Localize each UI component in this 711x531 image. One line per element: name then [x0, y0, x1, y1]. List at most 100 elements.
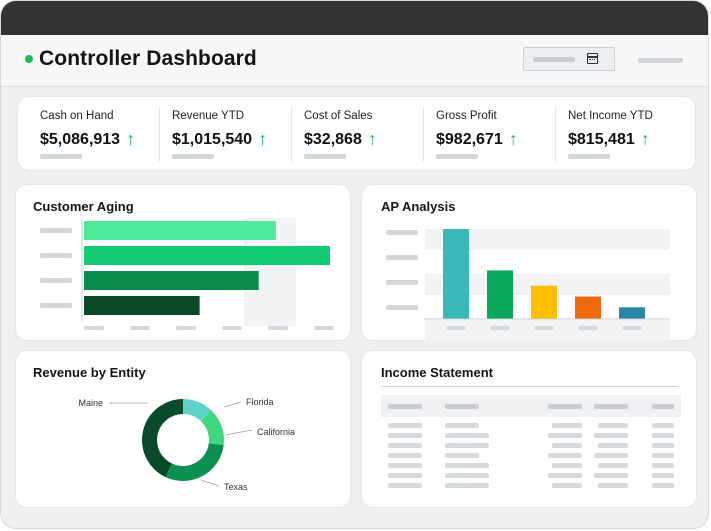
kpi-divider: [423, 107, 424, 162]
kpi-label: Cost of Sales: [304, 110, 373, 122]
table-cell-placeholder: [388, 463, 422, 468]
y-tick-label-placeholder: [386, 230, 418, 235]
x-tick-label-placeholder: [446, 326, 466, 330]
table-cell-placeholder: [598, 483, 628, 488]
kpi-subtext-placeholder: [436, 154, 478, 159]
table-cell-placeholder: [552, 443, 582, 448]
category-label-placeholder: [40, 278, 72, 283]
table-cell-placeholder: [598, 423, 628, 428]
kpi-divider: [159, 107, 160, 162]
trend-up-icon: ↑: [126, 129, 136, 149]
y-tick-label-placeholder: [386, 255, 418, 260]
category-label-placeholder: [40, 303, 72, 308]
slice-label: California: [257, 427, 295, 437]
slice-label: Texas: [224, 482, 248, 492]
kpi-cost-of-sales[interactable]: Cost of Sales $32,868 ↑: [282, 97, 414, 172]
table-cell-placeholder: [445, 443, 489, 448]
kpi-revenue-ytd[interactable]: Revenue YTD $1,015,540 ↑: [150, 97, 282, 172]
date-picker-value-placeholder: [533, 57, 575, 62]
table-cell-placeholder: [598, 443, 628, 448]
dashboard-header: Controller Dashboard: [1, 35, 708, 87]
trend-up-icon: ↑: [367, 129, 377, 149]
table-top-rule: [381, 386, 679, 387]
table-cell-placeholder: [548, 433, 582, 438]
window-top-bar: [1, 1, 708, 35]
table-cell-placeholder: [594, 433, 628, 438]
x-tick-label-placeholder: [222, 326, 242, 330]
header-menu-placeholder[interactable]: [638, 58, 683, 63]
x-tick-label-placeholder: [490, 326, 510, 330]
leader-line: [223, 401, 242, 408]
kpi-gross-profit[interactable]: Gross Profit $982,671 ↑: [414, 97, 546, 172]
ap-bar: [619, 307, 645, 319]
table-cell-placeholder: [445, 483, 489, 488]
date-picker[interactable]: [523, 47, 615, 71]
table-header-placeholder: [652, 404, 674, 409]
revenue-by-entity-card: Revenue by Entity Florida California Texas…: [15, 350, 351, 508]
leader-line: [200, 479, 220, 487]
table-cell-placeholder: [594, 453, 628, 458]
table-cell-placeholder: [445, 433, 489, 438]
x-tick-label-placeholder: [534, 326, 554, 330]
table-cell-placeholder: [652, 463, 674, 468]
table-cell-placeholder: [445, 423, 479, 428]
table-cell-placeholder: [388, 473, 422, 478]
trend-up-icon: ↑: [508, 129, 518, 149]
calendar-icon[interactable]: [587, 53, 598, 64]
table-cell-placeholder: [548, 473, 582, 478]
aging-bar: [84, 221, 276, 240]
donut-slice: [200, 410, 224, 446]
table-cell-placeholder: [388, 433, 422, 438]
trend-up-icon: ↑: [640, 129, 650, 149]
table-cell-placeholder: [388, 453, 422, 458]
table-header-placeholder: [594, 404, 628, 409]
leader-line: [224, 429, 253, 436]
table-cell-placeholder: [445, 453, 479, 458]
aging-bar: [84, 271, 259, 290]
ap-bar: [531, 285, 557, 319]
kpi-subtext-placeholder: [568, 154, 610, 159]
ap-analysis-chart: [386, 229, 670, 341]
table-cell-placeholder: [652, 423, 674, 428]
table-cell-placeholder: [598, 463, 628, 468]
slice-label: Maine: [78, 398, 103, 408]
kpi-value: $982,671 ↑: [436, 129, 518, 149]
kpi-subtext-placeholder: [40, 154, 82, 159]
trend-up-icon: ↑: [258, 129, 268, 149]
kpi-net-income-ytd[interactable]: Net Income YTD $815,481 ↑: [546, 97, 696, 172]
kpi-label: Cash on Hand: [40, 110, 114, 122]
aging-bar: [84, 296, 200, 315]
ap-bar: [443, 229, 469, 319]
customer-aging-chart: [40, 218, 334, 330]
ap-analysis-card: AP Analysis: [361, 184, 697, 341]
table-header-placeholder: [388, 404, 422, 409]
ap-bar: [487, 270, 513, 319]
table-cell-placeholder: [388, 443, 422, 448]
slice-label: Florida: [246, 397, 274, 407]
kpi-subtext-placeholder: [304, 154, 346, 159]
kpi-divider: [555, 107, 556, 162]
table-cell-placeholder: [652, 473, 674, 478]
table-cell-placeholder: [445, 473, 489, 478]
grid-band: [425, 229, 670, 250]
table-cell-placeholder: [652, 433, 674, 438]
category-label-placeholder: [40, 228, 72, 233]
kpi-cash-on-hand[interactable]: Cash on Hand $5,086,913 ↑: [18, 97, 158, 172]
table-header-placeholder: [548, 404, 582, 409]
ap-bar: [575, 296, 601, 319]
table-header-placeholder: [445, 404, 479, 409]
table-cell-placeholder: [552, 423, 582, 428]
table-cell-placeholder: [552, 463, 582, 468]
y-tick-label-placeholder: [386, 305, 418, 310]
card-title: Income Statement: [381, 365, 493, 380]
x-tick-label-placeholder: [130, 326, 150, 330]
table-cell-placeholder: [445, 463, 489, 468]
table-cell-placeholder: [652, 453, 674, 458]
table-cell-placeholder: [388, 483, 422, 488]
aging-bar: [84, 246, 330, 265]
donut-slice: [142, 399, 183, 478]
card-title: Customer Aging: [33, 199, 134, 214]
customer-aging-card: Customer Aging: [15, 184, 351, 341]
kpi-label: Net Income YTD: [568, 110, 653, 122]
kpi-divider: [291, 107, 292, 162]
